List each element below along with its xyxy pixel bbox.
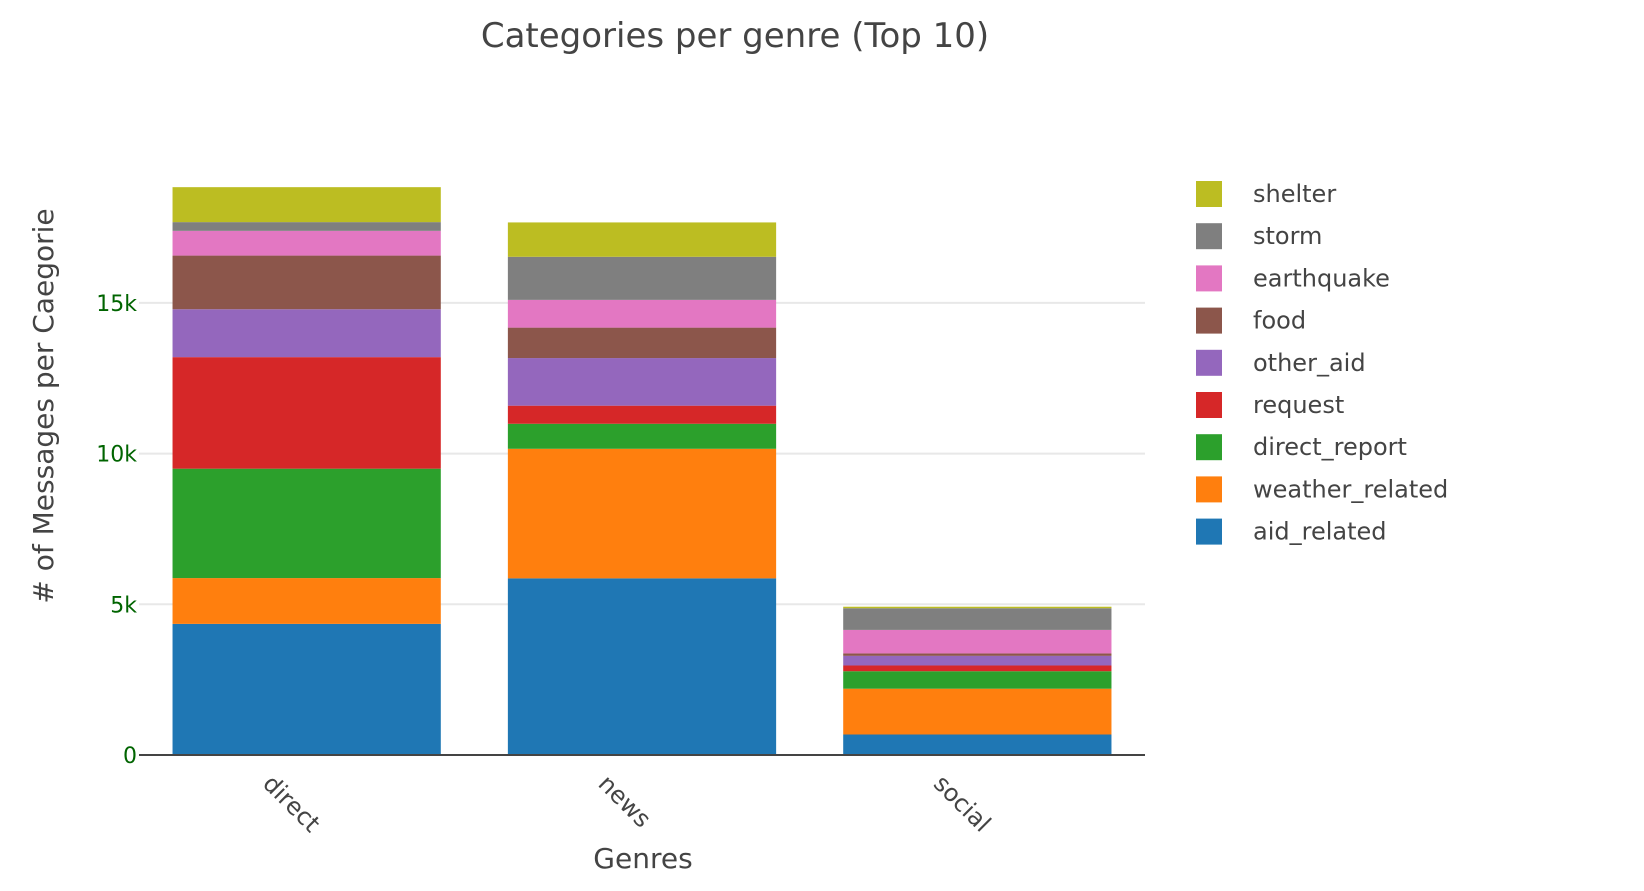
legend-swatch <box>1196 349 1222 376</box>
bar-segment-food-news[interactable] <box>507 327 777 359</box>
y-tick-labels: 0 5k 10k 15k <box>96 292 137 769</box>
y-tick-label: 10k <box>96 443 137 468</box>
legend-label: shelter <box>1253 180 1336 208</box>
y-tick-label: 15k <box>96 292 137 317</box>
bars <box>172 187 1112 755</box>
legend-label: storm <box>1253 222 1322 250</box>
y-axis-title: # of Messages per Caegorie <box>27 208 60 603</box>
legend-swatch <box>1196 518 1222 545</box>
bar-segment-request-direct[interactable] <box>172 357 441 469</box>
legend-item-food[interactable]: food <box>1196 307 1306 335</box>
legend-swatch <box>1196 181 1222 207</box>
legend-swatch <box>1196 307 1222 334</box>
legend-label: request <box>1253 391 1344 419</box>
bar-segment-other_aid-news[interactable] <box>507 358 777 406</box>
bar-segment-storm-news[interactable] <box>507 256 777 300</box>
bar-segment-direct_report-direct[interactable] <box>172 468 441 579</box>
bar-segment-earthquake-direct[interactable] <box>172 230 441 256</box>
y-tick-label: 0 <box>123 744 137 769</box>
y-tick-label: 5k <box>110 593 137 618</box>
bar-segment-request-social[interactable] <box>843 665 1112 672</box>
bar-segment-shelter-news[interactable] <box>507 222 777 257</box>
legend-item-request[interactable]: request <box>1196 391 1344 419</box>
bar-segment-request-news[interactable] <box>507 405 777 424</box>
legend-swatch <box>1196 434 1222 461</box>
bar-segment-aid_related-news[interactable] <box>507 578 777 755</box>
legend-item-storm[interactable]: storm <box>1196 222 1322 250</box>
legend-label: direct_report <box>1253 433 1407 461</box>
legend-label: aid_related <box>1253 518 1387 546</box>
legend-swatch <box>1196 392 1222 418</box>
x-tick-label: direct <box>257 769 325 837</box>
bar-segment-direct_report-social[interactable] <box>843 671 1112 689</box>
legend-item-shelter[interactable]: shelter <box>1196 180 1336 208</box>
bar-segment-direct_report-news[interactable] <box>507 423 777 449</box>
legend-label: other_aid <box>1253 349 1366 377</box>
legend-item-weather_related[interactable]: weather_related <box>1196 475 1448 503</box>
bar-segment-earthquake-social[interactable] <box>843 629 1112 654</box>
x-tick-label: social <box>928 769 996 837</box>
legend-label: weather_related <box>1253 475 1448 503</box>
legend-swatch <box>1196 476 1222 503</box>
legend-swatch <box>1196 265 1222 292</box>
x-tick-labels: direct news social <box>257 769 996 837</box>
bar-segment-weather_related-news[interactable] <box>507 448 777 579</box>
bar-segment-storm-direct[interactable] <box>172 222 441 231</box>
bar-segment-shelter-direct[interactable] <box>172 187 441 223</box>
bar-segment-shelter-social[interactable] <box>843 606 1112 609</box>
legend-swatch <box>1196 223 1222 250</box>
bar-segment-storm-social[interactable] <box>843 608 1112 630</box>
legend-label: food <box>1253 307 1306 335</box>
legend-item-earthquake[interactable]: earthquake <box>1196 264 1390 292</box>
legend[interactable]: shelter storm earthquake food other_aidreque… <box>1196 180 1448 546</box>
legend-item-aid_related[interactable]: aid_related <box>1196 518 1387 546</box>
bar-segment-weather_related-social[interactable] <box>843 688 1112 735</box>
bar-segment-other_aid-direct[interactable] <box>172 309 441 358</box>
bar-segment-other_aid-social[interactable] <box>843 655 1112 666</box>
bar-segment-food-social[interactable] <box>843 653 1112 656</box>
x-axis-title: Genres <box>593 842 692 875</box>
bar-segment-earthquake-news[interactable] <box>507 299 777 328</box>
legend-item-direct_report[interactable]: direct_report <box>1196 433 1407 461</box>
legend-label: earthquake <box>1253 264 1390 292</box>
bar-segment-aid_related-direct[interactable] <box>172 623 441 755</box>
x-tick-label: news <box>593 769 657 833</box>
bar-segment-food-direct[interactable] <box>172 255 441 310</box>
bar-segment-weather_related-direct[interactable] <box>172 578 441 624</box>
legend-item-other_aid[interactable]: other_aid <box>1196 349 1366 377</box>
chart-title: Categories per genre (Top 10) <box>481 16 989 56</box>
bar-segment-aid_related-social[interactable] <box>843 734 1112 755</box>
